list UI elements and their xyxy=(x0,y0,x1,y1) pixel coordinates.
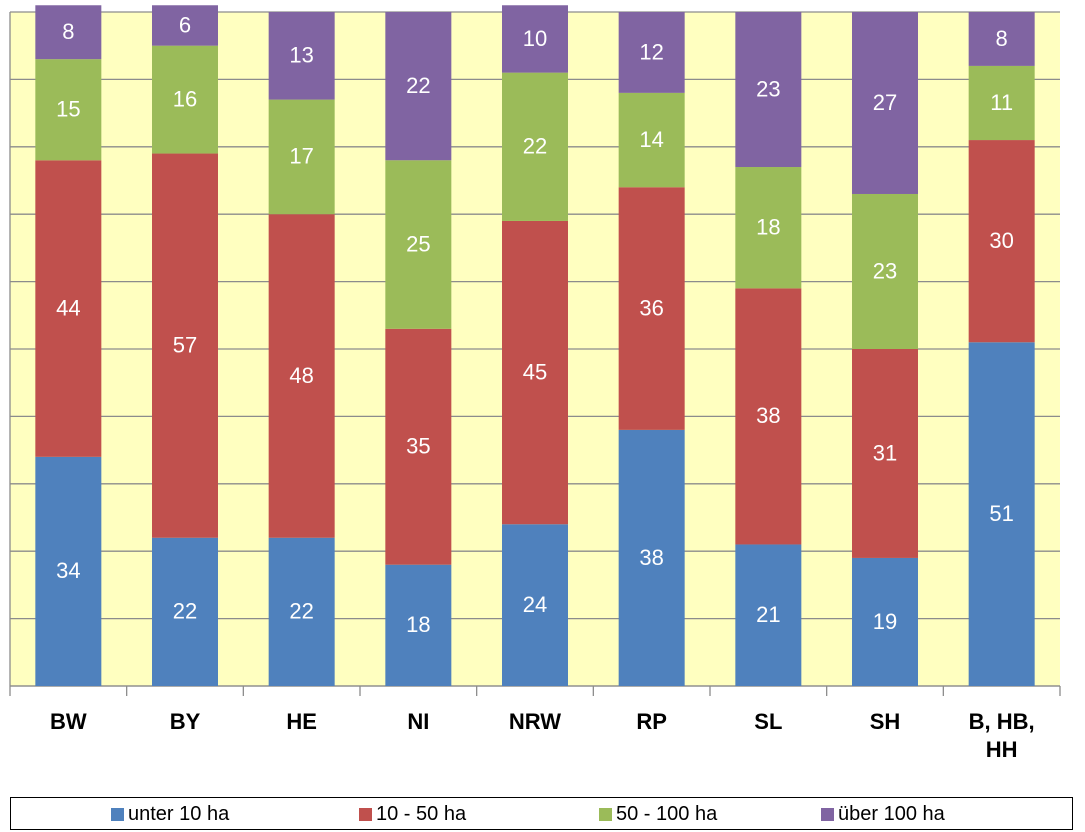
data-label: 10 xyxy=(523,26,547,51)
data-label: 22 xyxy=(523,134,547,159)
bar-segment xyxy=(35,456,102,686)
bar-segment xyxy=(502,72,568,221)
bar-segment xyxy=(852,557,918,686)
bar-segment xyxy=(735,288,802,545)
data-label: 36 xyxy=(639,295,663,320)
legend-swatch xyxy=(359,807,372,821)
x-tick-label: B, HB, HH xyxy=(968,709,1035,762)
data-label: 30 xyxy=(989,228,1013,253)
bar-segment xyxy=(385,160,452,329)
data-label: 34 xyxy=(56,558,80,583)
x-tick-label: BW xyxy=(50,709,87,734)
data-label: 25 xyxy=(406,231,430,256)
x-tick-label: NRW xyxy=(508,709,562,734)
bar-segment xyxy=(35,59,102,161)
chart: 34 44 15 8 22 57 16 6 22 48 17 13 18 35 25 22 24 45 22 10 38… xyxy=(9,5,1061,696)
legend-label: 50 - 100 ha xyxy=(616,803,718,825)
data-label: 48 xyxy=(289,363,313,388)
data-label: 17 xyxy=(289,144,313,169)
legend-label: unter 10 ha xyxy=(128,803,230,825)
bar-segment xyxy=(268,99,335,215)
data-label: 8 xyxy=(996,26,1008,51)
data-label: 35 xyxy=(406,434,430,459)
data-label: 18 xyxy=(756,214,780,239)
x-tick-label: BY xyxy=(169,709,201,734)
bar-segment xyxy=(268,214,335,538)
data-label: 44 xyxy=(56,295,80,320)
data-label: 22 xyxy=(173,599,197,624)
bar-segment xyxy=(502,220,568,525)
data-label: 45 xyxy=(523,359,547,384)
bar-segment xyxy=(852,12,918,194)
data-label: 19 xyxy=(873,609,897,634)
bar-segment xyxy=(968,140,1035,343)
legend-label: über 100 ha xyxy=(838,803,945,825)
data-label: 22 xyxy=(406,73,430,98)
data-label: 38 xyxy=(756,403,780,428)
legend-item: 50 - 100 ha xyxy=(599,802,717,826)
bar-segment xyxy=(618,92,685,188)
x-tick-label: SL xyxy=(754,709,783,734)
x-tick-label: NI xyxy=(407,709,430,734)
data-label: 27 xyxy=(873,90,897,115)
bar-segment xyxy=(735,12,802,168)
bar-segment xyxy=(502,5,568,73)
bar-segment xyxy=(735,167,802,289)
bar-segment xyxy=(152,5,218,46)
bar-segment xyxy=(35,5,102,60)
data-label: 38 xyxy=(639,545,663,570)
bar-segment xyxy=(35,160,102,457)
data-label: 14 xyxy=(639,127,663,152)
x-tick-label: HE xyxy=(286,709,317,734)
data-label: 16 xyxy=(173,86,197,111)
bar-segment xyxy=(618,429,685,686)
data-label: 13 xyxy=(289,43,313,68)
data-label: 57 xyxy=(173,332,197,357)
bar-segment xyxy=(618,187,685,430)
legend-item: 10 - 50 ha xyxy=(359,802,466,826)
bar-segment xyxy=(152,537,218,686)
data-label: 31 xyxy=(873,440,897,465)
bar-segment xyxy=(852,349,918,558)
bar-segment xyxy=(968,12,1035,66)
data-label: 23 xyxy=(873,258,897,283)
x-tick-label: SH xyxy=(869,709,901,734)
data-label: 24 xyxy=(523,592,547,617)
bar-segment xyxy=(968,342,1035,686)
data-label: 22 xyxy=(289,599,313,624)
bar-segment xyxy=(385,12,452,161)
data-label: 11 xyxy=(990,90,1013,115)
bar-segment xyxy=(152,45,218,154)
data-label: 23 xyxy=(756,76,780,101)
data-label: 12 xyxy=(639,39,663,64)
legend-label: 10 - 50 ha xyxy=(376,803,467,825)
x-tick-label: RP xyxy=(636,709,667,734)
data-label: 6 xyxy=(179,12,191,37)
legend-item: über 100 ha xyxy=(821,802,945,826)
bar-segment xyxy=(502,524,568,686)
bar-segment xyxy=(268,537,335,686)
legend-swatch xyxy=(599,807,612,821)
data-label: 51 xyxy=(989,501,1013,526)
legend-swatch xyxy=(821,807,834,821)
bar-segment xyxy=(735,544,802,686)
legend: unter 10 ha 10 - 50 ha 50 - 100 ha über 100… xyxy=(10,797,1073,830)
legend-swatch xyxy=(111,807,124,821)
bar-segment xyxy=(852,193,918,349)
bar-segment xyxy=(152,153,218,538)
data-label: 15 xyxy=(56,97,80,122)
data-label: 18 xyxy=(406,612,430,637)
bar-segment xyxy=(968,65,1035,141)
bar-segment xyxy=(618,12,685,93)
legend-item: unter 10 ha xyxy=(111,802,229,826)
bar-segment xyxy=(268,12,335,100)
bar-segment xyxy=(385,564,452,686)
data-label: 21 xyxy=(756,602,780,627)
bar-segment xyxy=(385,328,452,565)
data-label: 8 xyxy=(62,19,74,44)
